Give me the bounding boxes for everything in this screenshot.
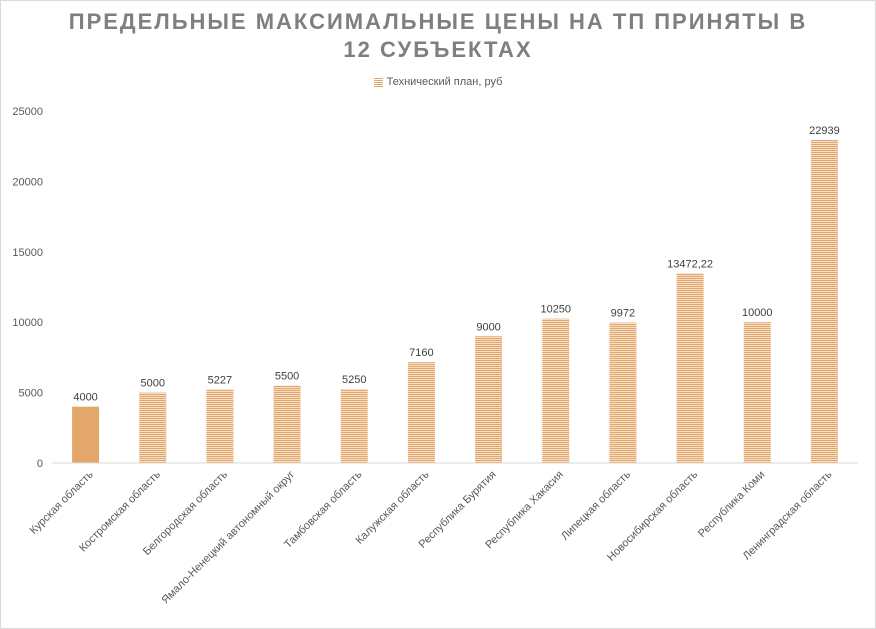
chart-legend: Технический план, руб (0, 76, 876, 88)
y-tick-label: 25000 (12, 106, 43, 118)
bar (475, 336, 503, 463)
data-label: 9972 (611, 308, 635, 320)
chart-title-line-2: 12 СУБЪЕКТАХ (343, 37, 533, 62)
category-label: Тамбовская область (282, 468, 364, 550)
category-label: Курская область (28, 468, 96, 536)
category-label: Ямало-Ненецкий автономный округ (159, 469, 297, 607)
category-label: Республика Хакасия (483, 469, 566, 552)
chart-title-line-1: ПРЕДЕЛЬНЫЕ МАКСИМАЛЬНЫЕ ЦЕНЫ НА ТП ПРИНЯ… (68, 9, 808, 34)
data-label: 7160 (409, 347, 433, 359)
data-label: 22939 (809, 125, 840, 137)
bar (273, 385, 301, 463)
bar (743, 322, 771, 463)
bars (72, 140, 838, 464)
data-label: 10000 (742, 307, 773, 319)
legend-swatch (373, 77, 383, 87)
y-tick-label: 20000 (12, 176, 43, 188)
bar (609, 322, 637, 463)
data-label: 5250 (342, 374, 366, 386)
data-label: 5227 (208, 374, 232, 386)
bar (206, 389, 234, 463)
y-axis-ticks: 0 5000 10000 15000 20000 25000 (12, 106, 43, 470)
y-tick-label: 15000 (12, 247, 43, 259)
legend-label: Технический план, руб (386, 76, 503, 89)
bar (542, 318, 570, 463)
data-label: 5500 (275, 371, 299, 383)
bar (676, 273, 704, 463)
data-label: 4000 (73, 392, 97, 404)
data-label: 13472,22 (667, 258, 713, 270)
data-labels: 4000 5000 5227 5500 5250 7160 9000 10250 9972 134… (73, 125, 839, 404)
data-label: 10250 (540, 304, 571, 316)
y-tick-label: 5000 (19, 388, 43, 400)
bar (139, 392, 167, 463)
chart-title: ПРЕДЕЛЬНЫЕ МАКСИМАЛЬНЫЕ ЦЕНЫ НА ТП ПРИНЯ… (60, 8, 816, 64)
bar (407, 362, 435, 463)
category-label: Калужская область (354, 468, 432, 546)
data-label: 9000 (476, 321, 500, 333)
category-label: Липецкая область (559, 468, 633, 542)
bar (340, 389, 368, 463)
y-tick-label: 10000 (12, 317, 43, 329)
bar (810, 140, 838, 464)
category-label: Республика Коми (696, 469, 767, 540)
data-label: 5000 (141, 378, 165, 390)
bar (72, 406, 100, 463)
y-tick-label: 0 (37, 458, 43, 470)
